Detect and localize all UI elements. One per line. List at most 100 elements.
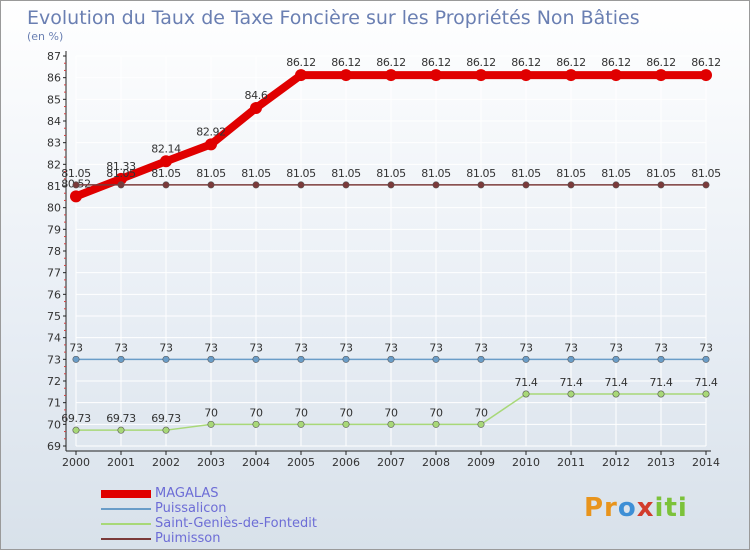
data-point [252,355,260,363]
data-label: 86.12 [601,56,631,69]
data-point [655,69,667,82]
y-tick-label: 69 [47,440,61,453]
data-label: 69.73 [61,412,91,425]
data-point [387,420,395,428]
data-point [522,355,530,363]
data-label: 81.05 [61,167,91,180]
data-point [252,420,260,428]
data-point [297,181,305,189]
data-label: 73 [339,341,353,354]
data-label: 73 [204,341,218,354]
data-label: 70 [384,406,398,419]
data-label: 86.12 [376,56,406,69]
data-label: 69.73 [151,412,181,425]
y-tick-label: 85 [47,93,61,106]
data-label: 73 [429,341,443,354]
data-label: 73 [474,341,488,354]
data-label: 70 [294,406,308,419]
data-label: 71.4 [560,376,583,389]
data-label: 81.05 [556,167,586,180]
data-point [477,420,485,428]
data-label: 73 [699,341,713,354]
x-tick-label: 2004 [242,456,270,469]
data-point [207,355,215,363]
y-tick-label: 73 [47,353,61,366]
data-label: 73 [294,341,308,354]
legend-swatch [101,490,151,498]
data-point [657,355,665,363]
data-label: 86.12 [691,56,721,69]
data-point [162,181,170,189]
data-label: 71.4 [515,376,538,389]
data-label: 73 [159,341,173,354]
y-tick-label: 83 [47,137,61,150]
y-tick-label: 81 [47,180,61,193]
data-point [657,390,665,398]
y-tick-label: 74 [47,332,61,345]
data-point [207,181,215,189]
legend-label: Puimisson [155,531,221,546]
chart-title: Evolution du Taux de Taxe Foncière sur l… [27,7,640,29]
data-point [702,181,710,189]
data-label: 73 [69,341,83,354]
chart-subtitle: (en %) [27,30,64,43]
data-point [432,181,440,189]
y-tick-label: 80 [47,202,61,215]
data-point [610,69,622,82]
data-point [342,181,350,189]
y-tick-label: 79 [47,223,61,236]
data-label: 73 [249,341,263,354]
data-label: 86.12 [511,56,541,69]
y-tick-label: 84 [47,115,61,128]
data-label: 86.12 [556,56,586,69]
x-tick-label: 2009 [467,456,495,469]
data-label: 81.05 [151,167,181,180]
data-label: 73 [519,341,533,354]
data-label: 81.05 [376,167,406,180]
data-label: 70 [249,406,263,419]
legend-label: Puissalicon [155,501,227,516]
data-point [162,426,170,434]
data-point [207,420,215,428]
x-tick-label: 2001 [107,456,135,469]
data-point [702,355,710,363]
data-point [567,181,575,189]
y-tick-label: 76 [47,288,61,301]
y-tick-label: 70 [47,418,61,431]
data-label: 71.4 [605,376,628,389]
data-label: 71.4 [695,376,718,389]
data-point [250,102,262,114]
data-point [567,390,575,398]
y-tick-label: 82 [47,158,61,171]
y-tick-label: 78 [47,245,61,258]
x-tick-label: 2012 [602,456,630,469]
data-point [657,181,665,189]
data-label: 73 [384,341,398,354]
data-point [475,69,487,82]
data-point [117,355,125,363]
data-point [117,426,125,434]
y-tick-label: 77 [47,267,61,280]
data-label: 73 [564,341,578,354]
data-point [297,420,305,428]
y-tick-label: 71 [47,397,61,410]
data-label: 86.12 [421,56,451,69]
data-label: 70 [204,406,218,419]
data-label: 81.05 [511,167,541,180]
y-tick-label: 86 [47,72,61,85]
data-label: 84.6 [245,89,268,102]
data-point [295,69,307,82]
data-point [72,426,80,434]
data-point [612,390,620,398]
data-label: 73 [114,341,128,354]
data-point [520,69,532,82]
data-point [342,355,350,363]
data-point [117,181,125,189]
data-point [387,355,395,363]
data-label: 81.05 [196,167,226,180]
data-point [72,355,80,363]
data-label: 70 [429,406,443,419]
data-point [430,69,442,82]
data-point [205,138,217,151]
data-label: 70 [339,406,353,419]
